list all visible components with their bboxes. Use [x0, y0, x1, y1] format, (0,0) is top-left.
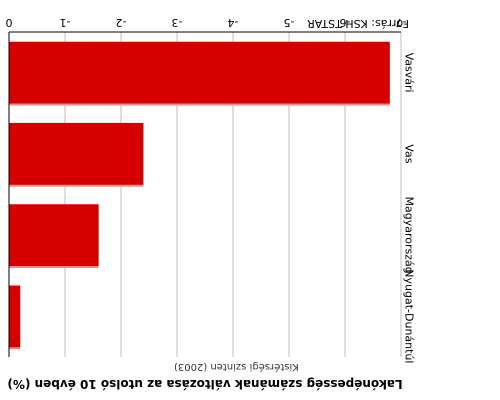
x-tick-label: -3 — [172, 16, 183, 29]
x-axis-ticks: -7 -6 -5 -4 -3 -2 -1 0 — [6, 16, 407, 29]
x-tick-label: 0 — [6, 16, 13, 29]
x-tick-label: -4 — [228, 16, 239, 29]
category-label: Vas — [403, 144, 416, 163]
category-label: Vasvári — [403, 53, 416, 93]
chart-subtitle: Kistérségi szinten (2003) — [174, 361, 299, 373]
x-tick-label: -2 — [116, 16, 127, 29]
x-tick-label: -7 — [396, 16, 407, 29]
bar — [9, 204, 99, 266]
bar — [9, 41, 390, 104]
bar — [9, 123, 144, 185]
grid — [64, 32, 402, 357]
bar — [9, 285, 21, 348]
chart-title: Lakónépesség számának változása az utols… — [7, 377, 402, 391]
x-tick-label: -6 — [340, 16, 351, 29]
x-tick-label: -5 — [284, 16, 295, 29]
category-label: Nyugat-Dunántúl — [403, 269, 416, 363]
category-label: Magyarország — [403, 197, 416, 274]
x-tick-label: -1 — [60, 16, 71, 29]
bars — [9, 41, 390, 350]
source-note: Forrás: KSH TSTAR — [307, 17, 409, 30]
